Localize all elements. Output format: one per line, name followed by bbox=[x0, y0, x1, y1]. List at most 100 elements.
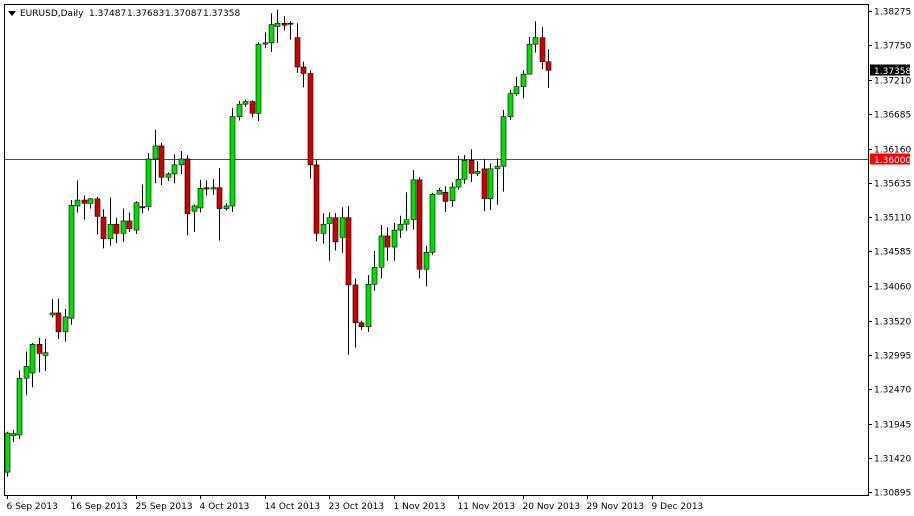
candle-body-bullish bbox=[74, 199, 81, 207]
candle-body-bullish bbox=[526, 43, 533, 75]
candle-body-bearish bbox=[139, 206, 146, 209]
candle bbox=[513, 76, 520, 96]
candle bbox=[520, 70, 527, 99]
x-tick-label: 23 Oct 2013 bbox=[329, 502, 385, 512]
candle-body-bullish bbox=[178, 158, 185, 166]
candle-body-bullish bbox=[68, 205, 75, 319]
candle-body-bearish bbox=[384, 235, 391, 248]
candle bbox=[287, 21, 294, 40]
candle bbox=[81, 195, 88, 220]
candle-body-bullish bbox=[255, 43, 262, 114]
x-tick-label: 1 Nov 2013 bbox=[394, 502, 446, 512]
candle bbox=[55, 298, 62, 340]
candle bbox=[352, 278, 359, 348]
candle bbox=[87, 198, 94, 209]
candle-body-bullish bbox=[326, 217, 333, 224]
y-tick-label: 1.31945 bbox=[874, 421, 911, 431]
candle bbox=[16, 370, 23, 439]
candle-body-bearish bbox=[126, 220, 133, 230]
candle bbox=[249, 100, 256, 118]
candle-body-bearish bbox=[55, 312, 62, 333]
candle bbox=[423, 245, 430, 287]
candle-body-bullish bbox=[197, 188, 204, 209]
candle-body-bearish bbox=[313, 164, 320, 234]
candle bbox=[281, 16, 288, 31]
candle-body-bearish bbox=[158, 145, 165, 178]
candle bbox=[42, 339, 49, 372]
candle-body-bullish bbox=[391, 229, 398, 248]
x-tick-label: 14 Oct 2013 bbox=[265, 502, 321, 512]
y-tick-label: 1.34585 bbox=[874, 248, 911, 258]
candle bbox=[68, 200, 75, 325]
candle bbox=[216, 168, 223, 241]
y-tick-label: 1.35635 bbox=[874, 180, 911, 190]
x-tick-label: 9 Dec 2013 bbox=[652, 502, 704, 512]
candle-body-bullish bbox=[320, 223, 327, 234]
current-price-tag-box bbox=[870, 64, 910, 76]
candle-body-bullish bbox=[429, 193, 436, 253]
candle-body-bullish bbox=[133, 202, 140, 231]
candle bbox=[300, 61, 307, 88]
candle-body-bullish bbox=[165, 173, 172, 178]
candle bbox=[62, 309, 69, 342]
candle bbox=[397, 215, 404, 238]
candle-body-bearish bbox=[294, 37, 301, 68]
candle-body-bearish bbox=[36, 343, 43, 354]
y-tick-label: 1.32470 bbox=[874, 386, 911, 396]
candle bbox=[152, 129, 159, 184]
x-tick-label: 20 Nov 2013 bbox=[523, 502, 581, 512]
candle bbox=[197, 179, 204, 213]
candle-body-bearish bbox=[300, 66, 307, 74]
candle bbox=[107, 197, 114, 246]
candle bbox=[171, 154, 178, 184]
candle-body-bearish bbox=[416, 179, 423, 270]
candle bbox=[139, 184, 146, 214]
candle bbox=[487, 163, 494, 210]
candle bbox=[378, 224, 385, 279]
candle-body-bullish bbox=[268, 24, 275, 44]
symbol-dropdown-icon[interactable] bbox=[8, 11, 16, 16]
header-close: 1.37358 bbox=[203, 9, 240, 19]
candle bbox=[223, 203, 230, 211]
candle-body-bearish bbox=[100, 216, 107, 239]
price-axis: 1.38275 1.37750 1.37210 1.36685 1.36160 1.356… bbox=[868, 8, 911, 499]
candle-body-bullish bbox=[365, 283, 372, 327]
candle-body-bullish bbox=[423, 251, 430, 270]
candle bbox=[210, 179, 217, 195]
candle bbox=[455, 155, 462, 190]
candle bbox=[23, 351, 30, 396]
candle bbox=[410, 170, 417, 230]
candle-body-bullish bbox=[339, 217, 346, 238]
candle-body-bullish bbox=[436, 189, 443, 195]
candle-body-bullish bbox=[474, 171, 481, 174]
x-tick-label: 16 Sep 2013 bbox=[71, 502, 128, 512]
candle-body-bullish bbox=[229, 116, 236, 207]
candle-body-bullish bbox=[49, 312, 56, 316]
candle bbox=[10, 429, 17, 443]
candle-body-bullish bbox=[410, 179, 417, 220]
x-tick-label: 11 Nov 2013 bbox=[458, 502, 516, 512]
candle-body-bullish bbox=[371, 266, 378, 285]
header-symbol: EURUSD,Daily bbox=[20, 9, 84, 19]
candle-body-bearish bbox=[94, 198, 101, 217]
candle-body-bullish bbox=[378, 235, 385, 268]
candle bbox=[403, 192, 410, 231]
candle-body-bullish bbox=[120, 220, 127, 234]
candle bbox=[36, 337, 43, 373]
candle-body-bullish bbox=[152, 145, 159, 160]
candle bbox=[100, 209, 107, 249]
candle bbox=[365, 275, 372, 332]
candle-body-bearish bbox=[307, 73, 314, 166]
candle-body-bullish bbox=[191, 205, 198, 212]
candle-body-bearish bbox=[281, 22, 288, 26]
candle-body-bearish bbox=[249, 101, 256, 114]
level-price-tag-label: 1.36000 bbox=[874, 156, 911, 166]
candle-body-bullish bbox=[242, 101, 249, 105]
x-tick-label: 4 Oct 2013 bbox=[200, 502, 250, 512]
candle-body-bearish bbox=[442, 191, 449, 202]
candle-body-bullish bbox=[107, 223, 114, 239]
candle bbox=[442, 186, 449, 212]
x-tick-label: 6 Sep 2013 bbox=[7, 502, 58, 512]
